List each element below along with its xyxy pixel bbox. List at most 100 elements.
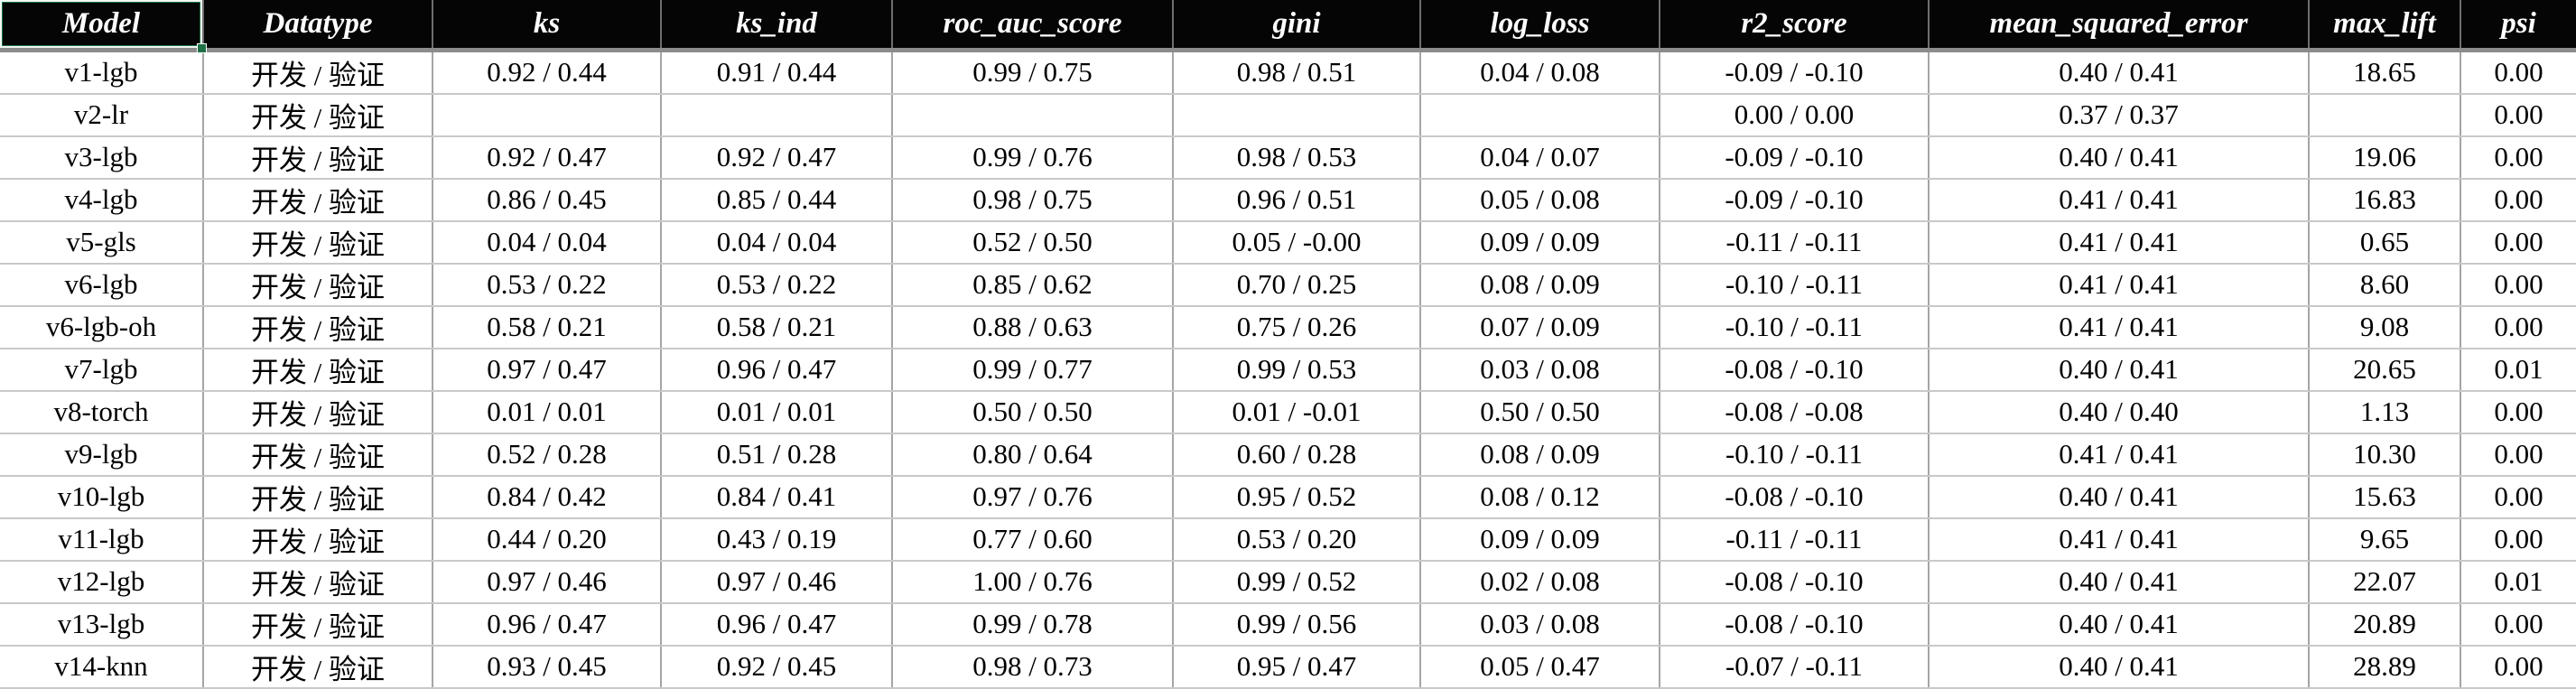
cell-roc_auc_score[interactable]: 0.52 / 0.50 <box>892 220 1174 265</box>
cell-model[interactable]: v3-lgb <box>0 135 204 180</box>
cell-datatype[interactable]: 开发 / 验证 <box>203 433 433 477</box>
cell-max_lift[interactable]: 15.63 <box>2309 475 2461 519</box>
cell-mean_squared_error[interactable]: 0.41 / 0.41 <box>1929 263 2310 307</box>
column-header-psi[interactable]: psi <box>2460 0 2576 52</box>
cell-datatype[interactable]: 开发 / 验证 <box>203 475 433 519</box>
column-header-ks_ind[interactable]: ks_ind <box>661 0 893 52</box>
cell-log_loss[interactable]: 0.08 / 0.09 <box>1420 263 1660 307</box>
cell-mean_squared_error[interactable]: 0.41 / 0.41 <box>1929 517 2310 562</box>
cell-datatype[interactable]: 开发 / 验证 <box>203 50 433 95</box>
cell-max_lift[interactable]: 9.65 <box>2309 517 2461 562</box>
cell-log_loss[interactable]: 0.04 / 0.07 <box>1420 135 1660 180</box>
cell-mean_squared_error[interactable]: 0.41 / 0.41 <box>1929 305 2310 349</box>
cell-datatype[interactable]: 开发 / 验证 <box>203 305 433 349</box>
cell-model[interactable]: v9-lgb <box>0 433 204 477</box>
cell-roc_auc_score[interactable]: 0.50 / 0.50 <box>892 390 1174 434</box>
column-header-model[interactable]: Model <box>0 0 207 53</box>
cell-model[interactable]: v13-lgb <box>0 602 204 647</box>
cell-psi[interactable]: 0.00 <box>2460 645 2576 689</box>
cell-ks[interactable]: 0.92 / 0.44 <box>432 50 662 95</box>
column-header-log_loss[interactable]: log_loss <box>1420 0 1660 52</box>
cell-datatype[interactable]: 开发 / 验证 <box>203 220 433 265</box>
cell-max_lift[interactable]: 20.65 <box>2309 348 2461 392</box>
cell-ks[interactable]: 0.44 / 0.20 <box>432 517 662 562</box>
cell-datatype[interactable]: 开发 / 验证 <box>203 602 433 647</box>
cell-model[interactable]: v8-torch <box>0 390 204 434</box>
cell-ks_ind[interactable]: 0.51 / 0.28 <box>661 433 893 477</box>
cell-ks_ind[interactable]: 0.92 / 0.45 <box>661 645 893 689</box>
cell-gini[interactable]: 0.53 / 0.20 <box>1173 517 1421 562</box>
cell-ks_ind[interactable]: 0.04 / 0.04 <box>661 220 893 265</box>
cell-log_loss[interactable]: 0.08 / 0.09 <box>1420 433 1660 477</box>
cell-mean_squared_error[interactable]: 0.40 / 0.41 <box>1929 560 2310 604</box>
cell-roc_auc_score[interactable]: 0.88 / 0.63 <box>892 305 1174 349</box>
cell-datatype[interactable]: 开发 / 验证 <box>203 178 433 222</box>
cell-datatype[interactable]: 开发 / 验证 <box>203 93 433 137</box>
cell-roc_auc_score[interactable]: 0.99 / 0.78 <box>892 602 1174 647</box>
cell-log_loss[interactable]: 0.02 / 0.08 <box>1420 560 1660 604</box>
cell-datatype[interactable]: 开发 / 验证 <box>203 348 433 392</box>
column-header-gini[interactable]: gini <box>1173 0 1421 52</box>
cell-log_loss[interactable]: 0.03 / 0.08 <box>1420 348 1660 392</box>
cell-psi[interactable]: 0.01 <box>2460 348 2576 392</box>
cell-model[interactable]: v4-lgb <box>0 178 204 222</box>
cell-ks_ind[interactable]: 0.43 / 0.19 <box>661 517 893 562</box>
cell-log_loss[interactable]: 0.03 / 0.08 <box>1420 602 1660 647</box>
cell-mean_squared_error[interactable]: 0.40 / 0.40 <box>1929 390 2310 434</box>
column-header-ks[interactable]: ks <box>432 0 662 52</box>
cell-gini[interactable]: 0.01 / -0.01 <box>1173 390 1421 434</box>
cell-r2_score[interactable]: -0.08 / -0.10 <box>1660 560 1930 604</box>
cell-ks_ind[interactable]: 0.53 / 0.22 <box>661 263 893 307</box>
cell-roc_auc_score[interactable]: 0.97 / 0.76 <box>892 475 1174 519</box>
cell-model[interactable]: v6-lgb-oh <box>0 305 204 349</box>
cell-log_loss[interactable]: 0.50 / 0.50 <box>1420 390 1660 434</box>
cell-max_lift[interactable]: 20.89 <box>2309 602 2461 647</box>
cell-gini[interactable]: 0.98 / 0.51 <box>1173 50 1421 95</box>
cell-mean_squared_error[interactable]: 0.40 / 0.41 <box>1929 348 2310 392</box>
cell-psi[interactable]: 0.00 <box>2460 93 2576 137</box>
cell-log_loss[interactable]: 0.05 / 0.47 <box>1420 645 1660 689</box>
cell-mean_squared_error[interactable]: 0.40 / 0.41 <box>1929 602 2310 647</box>
cell-max_lift[interactable]: 0.65 <box>2309 220 2461 265</box>
cell-gini[interactable]: 0.99 / 0.56 <box>1173 602 1421 647</box>
cell-gini[interactable]: 0.99 / 0.52 <box>1173 560 1421 604</box>
cell-ks_ind[interactable] <box>661 93 893 137</box>
cell-ks_ind[interactable]: 0.97 / 0.46 <box>661 560 893 604</box>
cell-ks_ind[interactable]: 0.58 / 0.21 <box>661 305 893 349</box>
cell-mean_squared_error[interactable]: 0.40 / 0.41 <box>1929 645 2310 689</box>
cell-r2_score[interactable]: -0.11 / -0.11 <box>1660 220 1930 265</box>
cell-psi[interactable]: 0.01 <box>2460 560 2576 604</box>
cell-max_lift[interactable]: 9.08 <box>2309 305 2461 349</box>
cell-gini[interactable]: 0.70 / 0.25 <box>1173 263 1421 307</box>
cell-ks[interactable]: 0.92 / 0.47 <box>432 135 662 180</box>
cell-roc_auc_score[interactable]: 0.85 / 0.62 <box>892 263 1174 307</box>
cell-gini[interactable]: 0.60 / 0.28 <box>1173 433 1421 477</box>
cell-psi[interactable]: 0.00 <box>2460 390 2576 434</box>
cell-mean_squared_error[interactable]: 0.41 / 0.41 <box>1929 433 2310 477</box>
cell-psi[interactable]: 0.00 <box>2460 475 2576 519</box>
cell-log_loss[interactable]: 0.09 / 0.09 <box>1420 220 1660 265</box>
cell-psi[interactable]: 0.00 <box>2460 305 2576 349</box>
cell-r2_score[interactable]: -0.11 / -0.11 <box>1660 517 1930 562</box>
cell-max_lift[interactable]: 22.07 <box>2309 560 2461 604</box>
cell-ks[interactable]: 0.53 / 0.22 <box>432 263 662 307</box>
cell-log_loss[interactable]: 0.04 / 0.08 <box>1420 50 1660 95</box>
cell-psi[interactable]: 0.00 <box>2460 602 2576 647</box>
cell-mean_squared_error[interactable]: 0.40 / 0.41 <box>1929 475 2310 519</box>
cell-mean_squared_error[interactable]: 0.37 / 0.37 <box>1929 93 2310 137</box>
cell-model[interactable]: v5-gls <box>0 220 204 265</box>
cell-r2_score[interactable]: -0.08 / -0.10 <box>1660 602 1930 647</box>
cell-ks[interactable]: 0.96 / 0.47 <box>432 602 662 647</box>
cell-r2_score[interactable]: -0.10 / -0.11 <box>1660 305 1930 349</box>
cell-r2_score[interactable]: -0.08 / -0.10 <box>1660 475 1930 519</box>
cell-roc_auc_score[interactable]: 0.99 / 0.75 <box>892 50 1174 95</box>
cell-r2_score[interactable]: -0.08 / -0.08 <box>1660 390 1930 434</box>
column-header-mean_squared_error[interactable]: mean_squared_error <box>1929 0 2310 52</box>
cell-datatype[interactable]: 开发 / 验证 <box>203 390 433 434</box>
cell-mean_squared_error[interactable]: 0.41 / 0.41 <box>1929 178 2310 222</box>
cell-ks[interactable]: 0.97 / 0.47 <box>432 348 662 392</box>
cell-max_lift[interactable]: 1.13 <box>2309 390 2461 434</box>
cell-ks[interactable]: 0.86 / 0.45 <box>432 178 662 222</box>
cell-gini[interactable]: 0.95 / 0.47 <box>1173 645 1421 689</box>
cell-ks[interactable]: 0.97 / 0.46 <box>432 560 662 604</box>
